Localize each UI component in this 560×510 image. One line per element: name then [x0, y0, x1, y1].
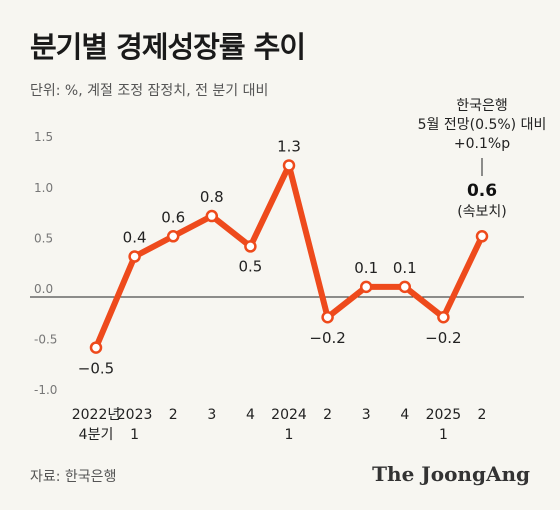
y-tick-label: 1.5	[34, 130, 53, 144]
data-point	[166, 230, 180, 243]
data-point	[359, 280, 373, 294]
data-point	[437, 310, 450, 324]
y-tick-label: -0.5	[34, 333, 57, 347]
x-tick-label: 3	[362, 407, 371, 423]
data-point	[321, 310, 334, 324]
data-label: −0.5	[78, 360, 114, 378]
data-label: −0.2	[309, 329, 345, 347]
x-tick-label: 4분기	[79, 427, 114, 443]
y-tick-label: 0.0	[34, 282, 53, 296]
annotation-value: 0.6	[467, 181, 497, 201]
chart-subtitle: 단위: %, 계절 조정 잠정치, 전 분기 대비	[30, 83, 269, 99]
source-label: 자료: 한국은행	[30, 469, 117, 485]
data-label: 0.8	[200, 188, 224, 206]
data-point	[282, 159, 296, 172]
y-tick-label: 0.5	[34, 231, 53, 245]
data-point	[244, 240, 257, 253]
y-tick-label: 1.0	[34, 181, 53, 195]
series-line	[93, 162, 485, 351]
data-label: 0.1	[393, 259, 417, 277]
x-tick-label: 1	[130, 427, 139, 443]
x-tick-label: 2	[323, 407, 332, 423]
x-tick-label: 2022년	[72, 407, 121, 423]
x-tick-label: 1	[439, 427, 448, 443]
data-label: 0.4	[123, 229, 147, 247]
data-point	[89, 341, 103, 354]
data-label: 0.1	[354, 259, 378, 277]
annotation-text: 한국은행	[456, 98, 508, 114]
y-tick-label: -1.0	[34, 383, 57, 397]
annotation-note: (속보치)	[457, 204, 507, 220]
x-tick-label: 2023	[117, 407, 153, 423]
x-tick-label: 1	[285, 427, 294, 443]
data-point	[398, 280, 412, 294]
x-tick-label: 3	[207, 407, 216, 423]
x-tick-label: 2025	[426, 407, 462, 423]
chart-title: 분기별 경제성장률 추이	[30, 30, 306, 64]
x-tick-label: 2024	[271, 407, 307, 423]
data-point	[128, 250, 141, 263]
x-tick-label: 4	[246, 407, 255, 423]
x-tick-label: 2	[169, 407, 178, 423]
brand-logo: The JoongAng	[372, 462, 530, 486]
x-tick-label: 4	[400, 407, 409, 423]
data-label: 0.5	[238, 257, 262, 275]
data-point	[475, 230, 489, 243]
data-label: 1.3	[277, 137, 301, 155]
data-label: −0.2	[425, 329, 461, 347]
data-label: 0.6	[161, 208, 185, 226]
annotation-text: 5월 전망(0.5%) 대비	[418, 117, 547, 133]
annotation-text: +0.1%p	[454, 136, 510, 152]
x-tick-label: 2	[478, 407, 487, 423]
data-point	[205, 209, 219, 223]
